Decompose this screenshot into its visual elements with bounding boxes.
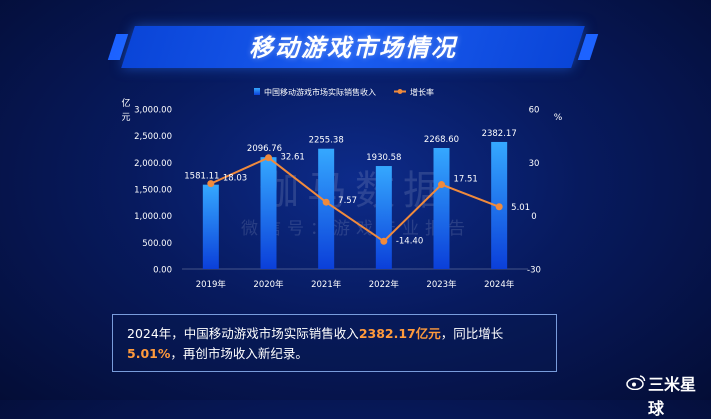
y-right-unit: % xyxy=(554,113,563,123)
note-prefix: 2024年，中国移动游戏市场实际销售收入 xyxy=(127,326,359,341)
y-left-tick-label: 0.00 xyxy=(153,266,172,276)
note-revenue-value: 2382.17亿元 xyxy=(358,326,441,341)
growth-value-label: 17.51 xyxy=(454,175,478,185)
growth-value-label: 7.57 xyxy=(338,196,357,206)
x-tick-label: 2020年 xyxy=(253,279,284,290)
bar-value-label: 2268.60 xyxy=(424,135,459,145)
growth-value-label: 32.61 xyxy=(281,153,305,163)
background-watermark-subtitle: 微信号：游戏产业报告 xyxy=(241,219,471,239)
note-middle: ，同比增长 xyxy=(440,326,504,341)
y-left-tick-label: 1,000.00 xyxy=(134,212,172,222)
x-tick-label: 2024年 xyxy=(484,279,515,290)
growth-value-label: 5.01 xyxy=(511,203,530,213)
growth-value-label: 18.03 xyxy=(223,174,247,184)
bar xyxy=(260,157,277,269)
y-left-tick-label: 2,500.00 xyxy=(134,132,172,142)
y-left-unit-char: 元 xyxy=(121,113,130,123)
x-tick-label: 2023年 xyxy=(426,279,457,290)
growth-point xyxy=(438,181,445,189)
x-tick-label: 2021年 xyxy=(311,279,342,290)
legend-bar-swatch xyxy=(254,88,260,95)
summary-note: 2024年，中国移动游戏市场实际销售收入2382.17亿元，同比增长 5.01%，… xyxy=(112,314,557,372)
bar-value-label: 2096.76 xyxy=(247,144,282,154)
brand-watermark: 三米星球 xyxy=(648,375,697,418)
weibo-icon xyxy=(626,375,646,390)
bar-value-label: 2382.17 xyxy=(482,129,517,139)
bar xyxy=(433,148,450,269)
note-growth-rate: 5.01% xyxy=(127,346,171,361)
background-watermark: 伽马数据 xyxy=(259,168,451,214)
growth-line xyxy=(210,156,500,243)
growth-point xyxy=(207,180,215,188)
y-left-tick-label: 1,500.00 xyxy=(134,186,172,196)
x-tick-label: 2019年 xyxy=(196,279,227,290)
legend-bar-label: 中国移动游戏市场实际销售收入 xyxy=(264,87,376,97)
page-title: 移动游戏市场情况 xyxy=(249,34,457,62)
y-right-tick-label: 30 xyxy=(529,159,540,169)
bar xyxy=(318,148,335,269)
y-right-tick-label: 60 xyxy=(529,106,540,116)
y-right-tick-label: 0 xyxy=(531,212,536,222)
growth-point xyxy=(265,154,272,162)
bar xyxy=(202,184,219,269)
x-tick-label: 2022年 xyxy=(369,279,400,290)
legend-line-label: 增长率 xyxy=(410,87,434,97)
y-left-unit-char: 亿 xyxy=(121,97,130,109)
growth-point xyxy=(380,237,388,245)
y-left-tick-label: 3,000.00 xyxy=(134,106,172,116)
growth-value-label: -14.40 xyxy=(396,236,423,246)
bar-value-label: 1930.58 xyxy=(366,153,401,163)
growth-point xyxy=(495,203,503,211)
bar xyxy=(375,166,392,269)
legend-line-marker xyxy=(397,89,403,94)
bar-value-label: 2255.38 xyxy=(309,136,344,146)
bar-value-label: 1581.11 xyxy=(184,172,219,182)
growth-point xyxy=(322,198,330,206)
y-left-tick-label: 2,000.00 xyxy=(134,159,172,169)
y-right-tick-label: -30 xyxy=(527,266,541,276)
y-left-tick-label: 500.00 xyxy=(142,239,172,249)
note-suffix: ，再创市场收入新纪录。 xyxy=(170,346,308,361)
combo-chart: 0.00 500.00 1,000.00 1,500.00 2,000.00 2,500.… xyxy=(121,87,563,290)
